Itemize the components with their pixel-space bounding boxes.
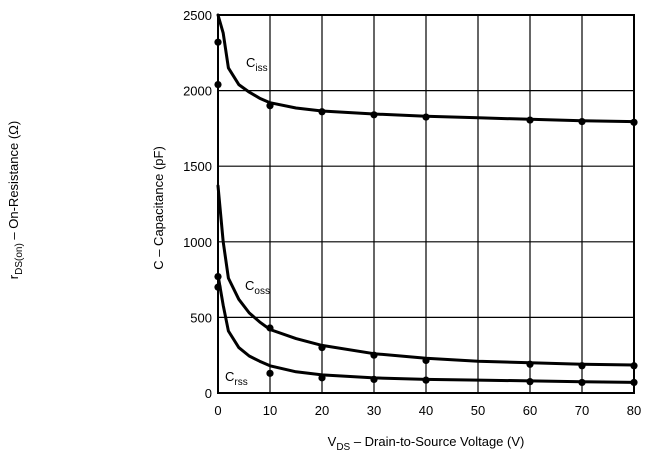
x-tick-label: 0 [214, 403, 221, 418]
grid-lines [217, 14, 635, 394]
y-axis-label: C – Capacitance (pF) [151, 146, 166, 270]
curve-label-crss: Crss [225, 369, 248, 388]
point-crss [266, 369, 274, 377]
point-ciss [318, 108, 326, 116]
point-crss [526, 378, 534, 386]
point-ciss [526, 116, 534, 124]
point-ciss [422, 113, 430, 121]
x-tick-label: 20 [315, 403, 329, 418]
y-tick-label: 2500 [183, 8, 212, 23]
y-tick-labels: 0 500 1000 1500 2000 2500 [183, 8, 212, 401]
x-tick-label: 60 [523, 403, 537, 418]
point-coss [370, 351, 378, 359]
point-coss [318, 344, 326, 352]
secondary-axis-label: rDS(on) – On-Resistance (Ω) [6, 121, 25, 279]
y-tick-label: 2000 [183, 84, 212, 99]
curve-coss [216, 184, 636, 367]
curve-label-ciss: Ciss [246, 55, 268, 74]
x-axis-label: VDS – Drain-to-Source Voltage (V) [328, 434, 525, 453]
point-crss [578, 378, 586, 387]
x-tick-label: 30 [367, 403, 381, 418]
point-ciss [266, 102, 274, 110]
y-tick-label: 1500 [183, 159, 212, 174]
x-tick-label: 50 [471, 403, 485, 418]
x-tick-label: 80 [627, 403, 641, 418]
x-tick-label: 70 [575, 403, 589, 418]
curve-ciss [216, 13, 636, 124]
series-curves [216, 13, 636, 384]
point-crss [318, 374, 326, 382]
x-tick-labels: 0 10 20 30 40 50 60 70 80 [214, 403, 641, 418]
y-tick-label: 1000 [183, 235, 212, 250]
point-ciss [578, 117, 586, 126]
curve-label-coss: Coss [245, 278, 270, 297]
point-crss [370, 375, 378, 383]
plot-frame [217, 14, 635, 394]
y-tick-label: 500 [190, 310, 212, 325]
x-tick-label: 40 [419, 403, 433, 418]
point-coss [266, 324, 274, 332]
x-tick-label: 10 [263, 403, 277, 418]
point-coss [578, 362, 586, 370]
y-tick-label: 0 [205, 386, 212, 401]
point-coss [422, 356, 430, 365]
point-crss [422, 376, 430, 384]
point-ciss [370, 111, 378, 119]
curve-crss [216, 273, 636, 384]
point-coss [526, 360, 534, 368]
